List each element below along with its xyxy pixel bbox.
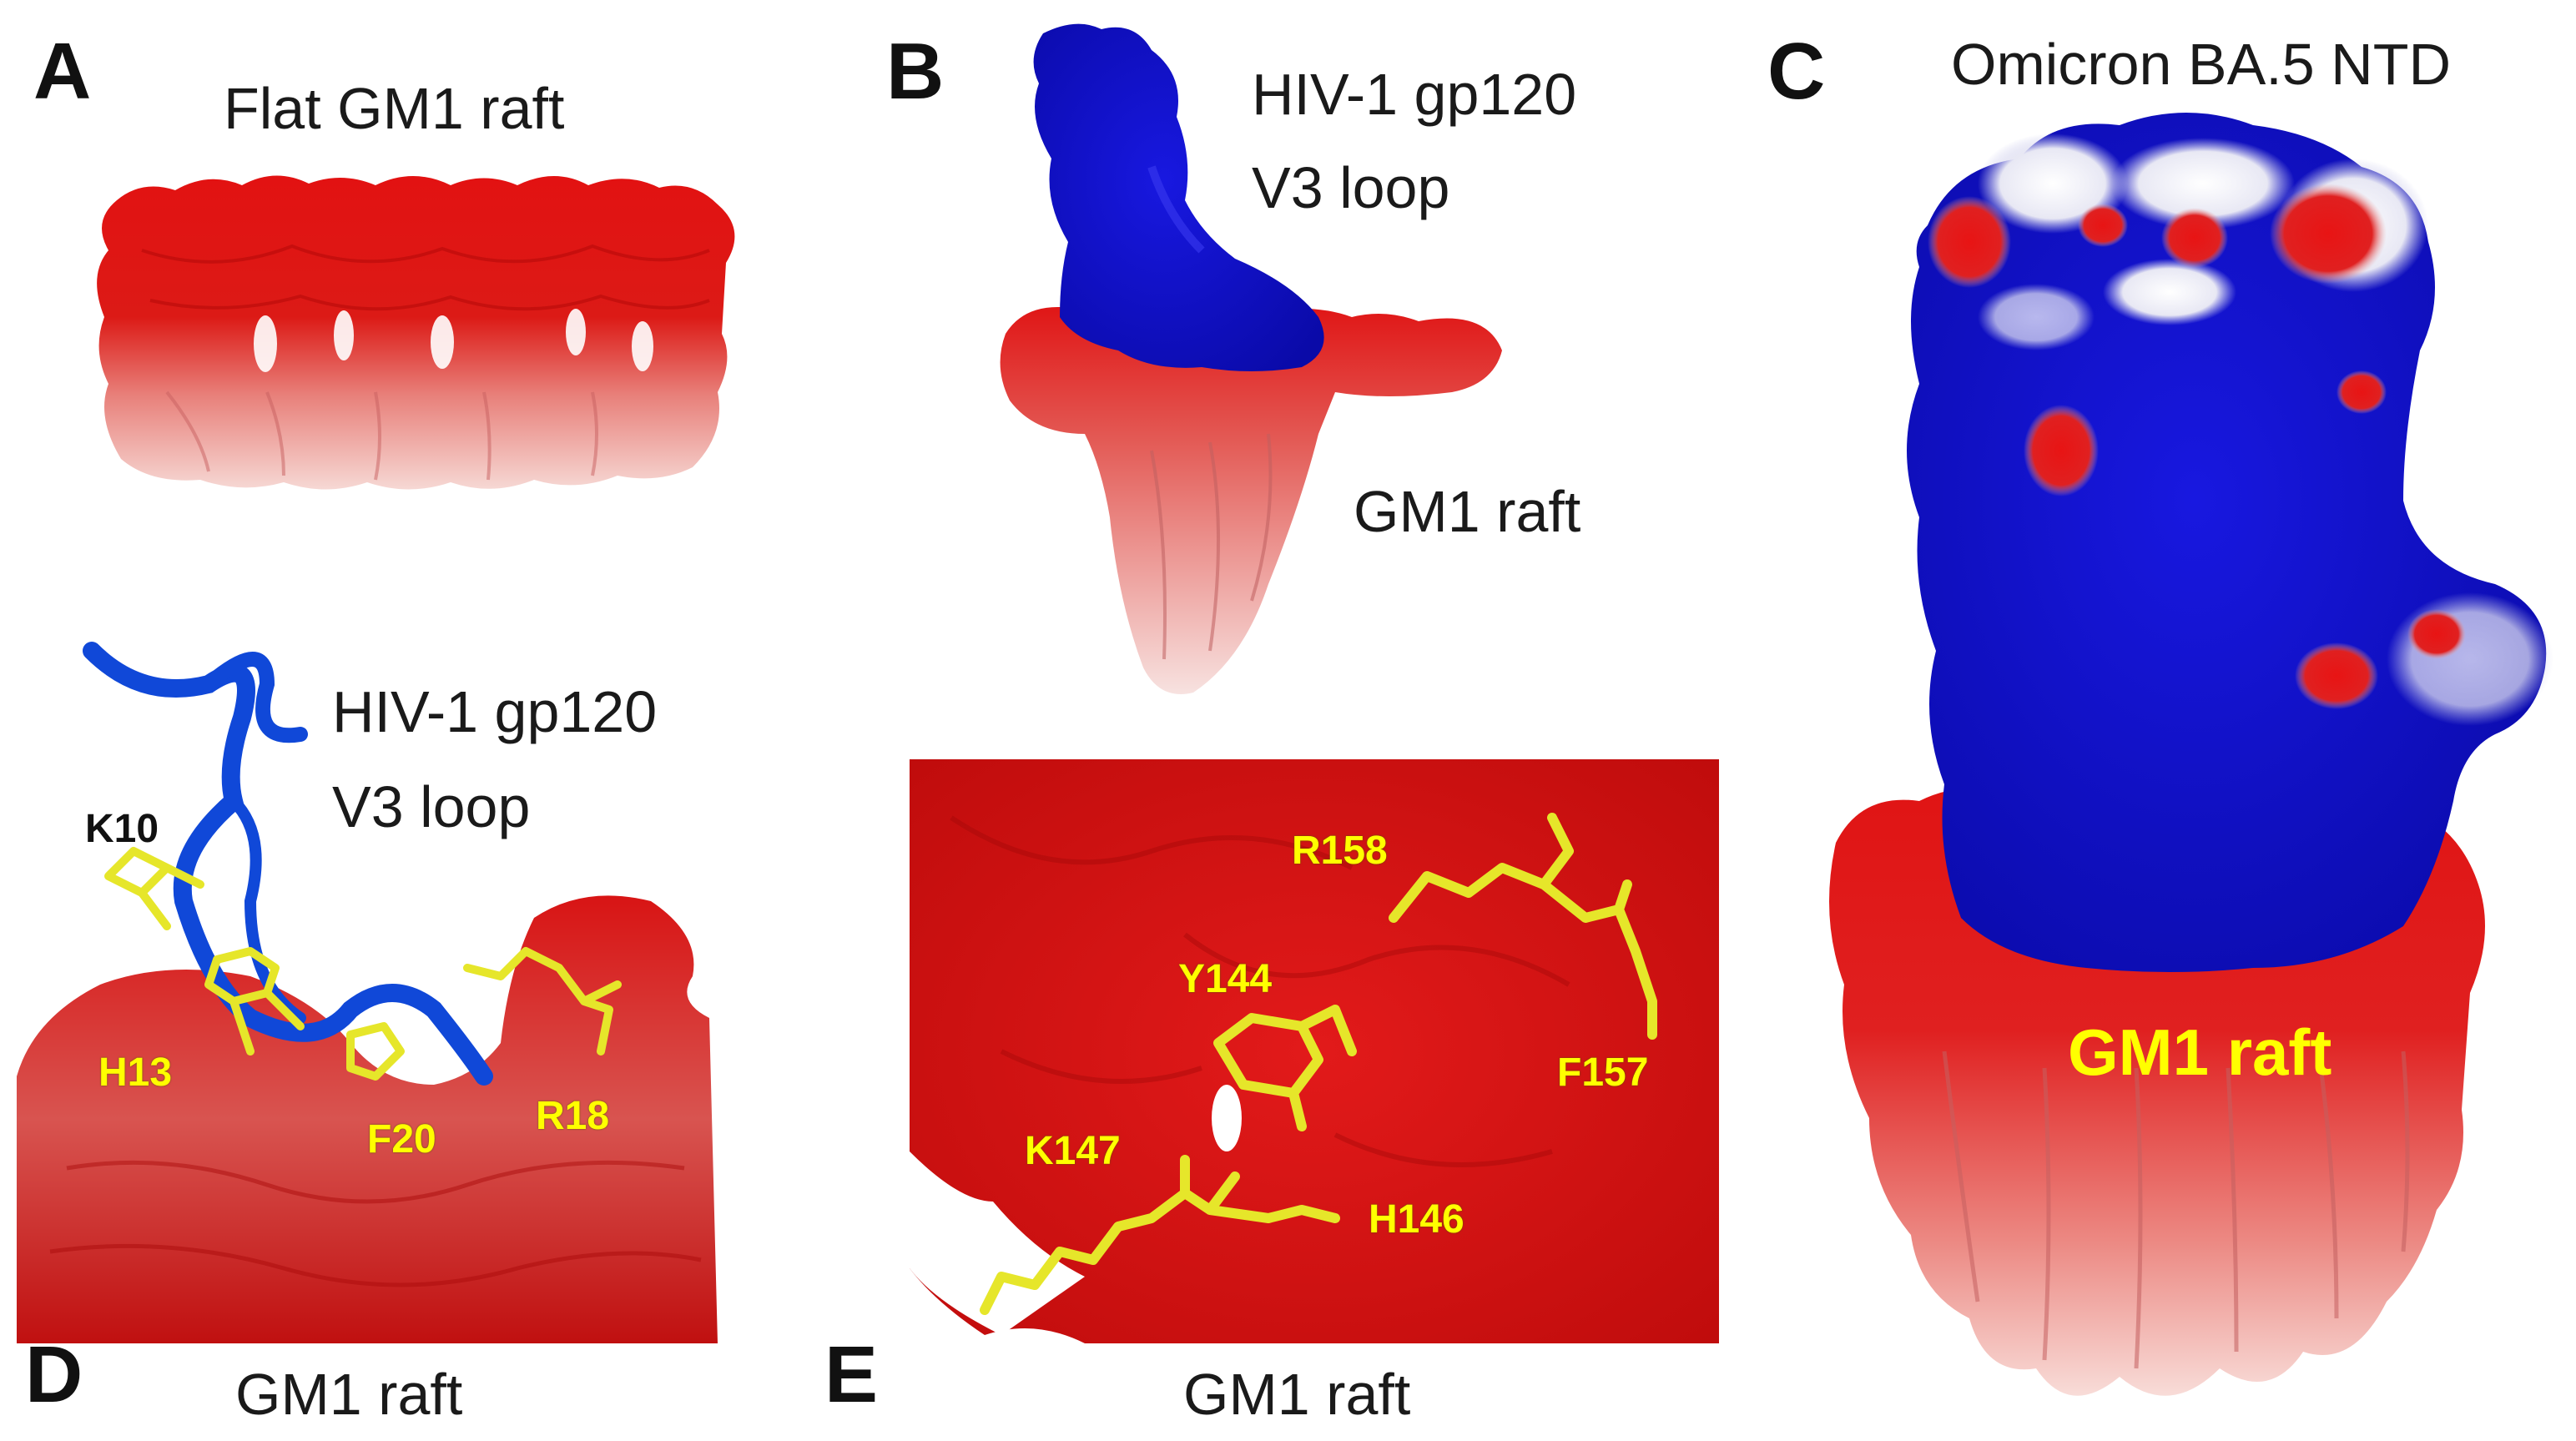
panel-a-letter: A	[33, 27, 92, 116]
panel-b-raft-label: GM1 raft	[1354, 479, 1581, 544]
panel-b-raft	[1000, 303, 1502, 694]
panel-b-letter: B	[886, 27, 945, 116]
panel-a-caption: Flat GM1 raft	[224, 76, 565, 141]
residue-label-r158: R158	[1292, 829, 1388, 873]
panel-d-caption-line1: HIV-1 gp120	[332, 679, 658, 744]
panel-d-letter: D	[25, 1330, 83, 1419]
panel-d-raft-label: GM1 raft	[235, 1362, 463, 1427]
panel-b-caption-line2: V3 loop	[1252, 155, 1450, 220]
panel-c-acidic-patches	[1928, 184, 2466, 709]
panel-c-protein	[1907, 113, 2553, 972]
panel-c-caption: Omicron BA.5 NTD	[1951, 32, 2451, 97]
residue-label-f157: F157	[1557, 1051, 1649, 1095]
panel-b-protein	[1033, 23, 1324, 371]
panel-e-residue-sticks	[980, 813, 1657, 1315]
residue-label-h13: H13	[98, 1051, 173, 1095]
panel-d-raft	[17, 895, 718, 1343]
residue-label-h146: H146	[1369, 1197, 1464, 1242]
residue-label-k10: K10	[85, 807, 159, 851]
panel-e-raft-label: GM1 raft	[1183, 1362, 1411, 1427]
panel-a-raft	[97, 175, 735, 490]
panel-d-residue-sticks	[104, 847, 622, 1081]
panel-d-caption-line2: V3 loop	[332, 774, 531, 839]
panel-b-caption-line1: HIV-1 gp120	[1252, 62, 1577, 127]
panel-c-letter: C	[1767, 27, 1826, 116]
panel-c-raft-label: GM1 raft	[2068, 1015, 2332, 1089]
panel-d-ribbon	[83, 642, 493, 1086]
residue-label-r18: R18	[536, 1094, 610, 1138]
residue-label-f20: F20	[367, 1117, 436, 1161]
residue-label-y144: Y144	[1178, 957, 1273, 1001]
residue-label-k147: K147	[1025, 1129, 1121, 1173]
panel-e-letter: E	[824, 1330, 879, 1419]
